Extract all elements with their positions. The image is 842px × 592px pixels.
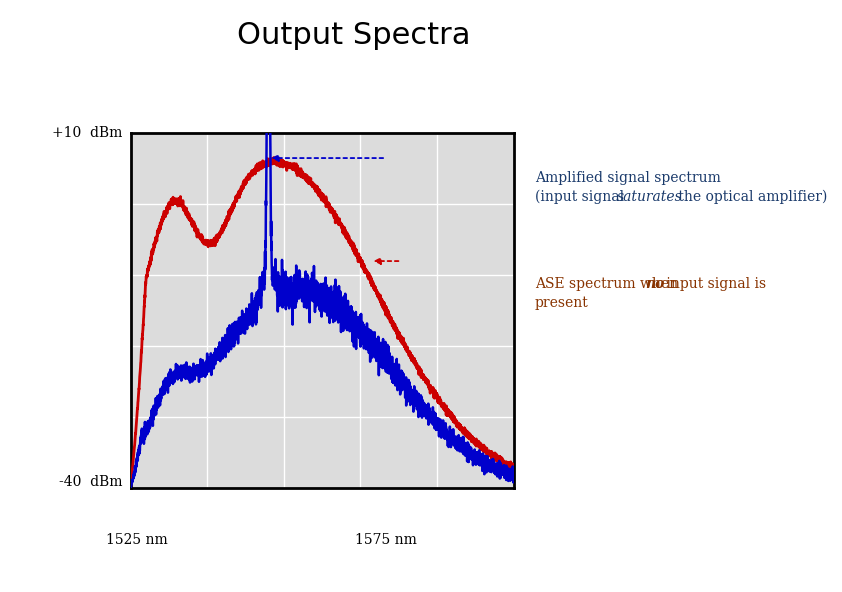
Text: the optical amplifier): the optical amplifier) bbox=[674, 189, 828, 204]
Text: +10  dBm: +10 dBm bbox=[51, 126, 122, 140]
Text: no: no bbox=[645, 277, 664, 291]
Text: (input signal: (input signal bbox=[535, 189, 628, 204]
Text: 1575 nm: 1575 nm bbox=[355, 533, 417, 547]
Text: saturates: saturates bbox=[617, 189, 683, 204]
Text: Output Spectra: Output Spectra bbox=[237, 21, 471, 50]
Text: input signal is: input signal is bbox=[662, 277, 766, 291]
Text: Amplified signal spectrum: Amplified signal spectrum bbox=[535, 170, 721, 185]
Text: present: present bbox=[535, 296, 589, 310]
Text: 1525 nm: 1525 nm bbox=[105, 533, 168, 547]
Text: -40  dBm: -40 dBm bbox=[59, 475, 122, 490]
Text: ASE spectrum when: ASE spectrum when bbox=[535, 277, 682, 291]
